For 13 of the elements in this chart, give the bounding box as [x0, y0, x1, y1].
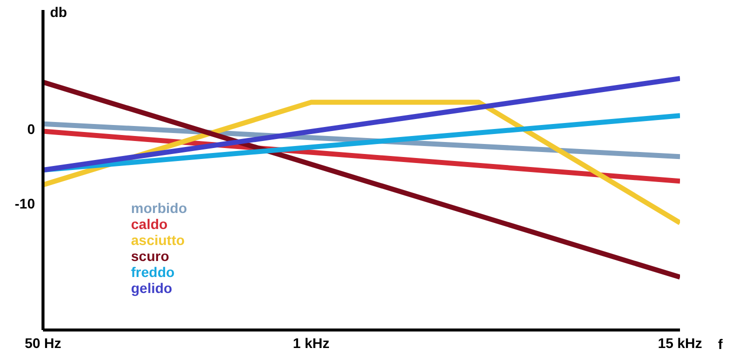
text: freddo [131, 264, 176, 280]
text: scuro [131, 248, 170, 264]
x-axis-title: f [718, 336, 723, 352]
text: caldo [131, 216, 169, 232]
y-axis-title: db [50, 4, 68, 20]
x-tick-label: 50 Hz [24, 334, 62, 351]
y-tick-label: 0 [27, 121, 36, 138]
x-tick-label: 1 kHz [292, 334, 330, 351]
text: gelido [131, 280, 174, 296]
x-tick-label: 15 kHz [658, 334, 702, 351]
text: asciutto [131, 232, 186, 248]
y-tick-label: -10 [14, 195, 36, 212]
text: morbido [131, 200, 187, 216]
